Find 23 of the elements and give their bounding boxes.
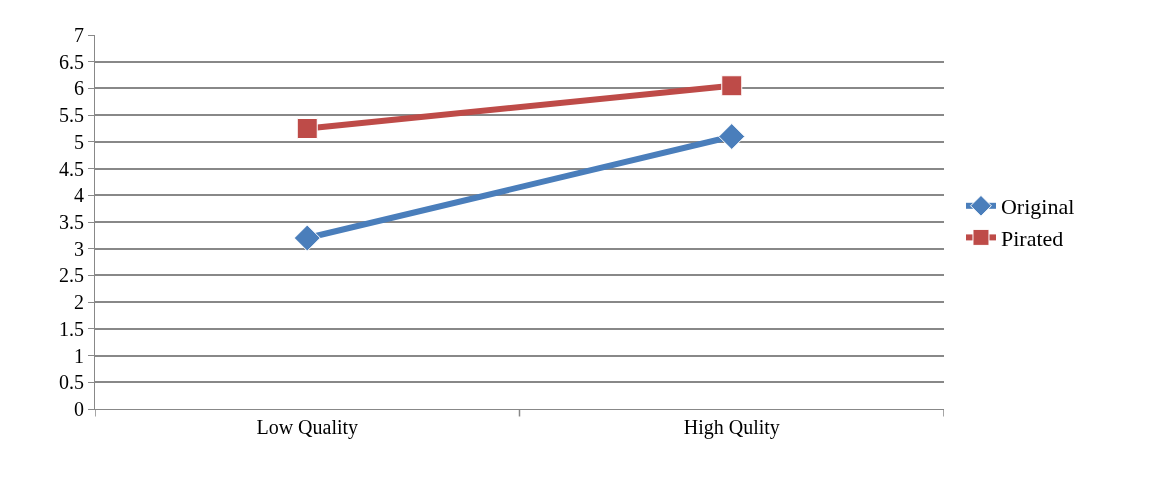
- y-tick-label: 6: [74, 77, 84, 100]
- point: [296, 118, 318, 139]
- y-tick-label: 4.5: [59, 157, 84, 180]
- y-tick-label: 0.5: [59, 371, 84, 394]
- y-tick-label: 7: [74, 24, 84, 46]
- y-tick-label: 1: [74, 344, 84, 367]
- y-tick-label: 2.5: [59, 264, 84, 287]
- y-tick-label: 4: [74, 184, 84, 207]
- x-tick-label: High Qulity: [683, 416, 780, 439]
- y-tick-label: 2: [74, 291, 84, 314]
- y-tick-label: 0: [74, 398, 84, 420]
- point: [718, 123, 746, 151]
- legend-label: Original: [1000, 194, 1075, 220]
- y-tick-label: 3: [74, 237, 84, 260]
- point: [293, 224, 321, 252]
- point: [721, 75, 743, 97]
- y-tick-label: 3.5: [59, 211, 84, 233]
- y-tick-label: 1.5: [59, 317, 84, 340]
- x-tick-label: Low Quality: [256, 416, 359, 439]
- y-tick-label: 6.5: [59, 50, 84, 73]
- legend-label: Pirated: [1000, 225, 1064, 251]
- y-tick-label: 5.5: [59, 104, 84, 127]
- y-tick-label: 5: [74, 130, 84, 153]
